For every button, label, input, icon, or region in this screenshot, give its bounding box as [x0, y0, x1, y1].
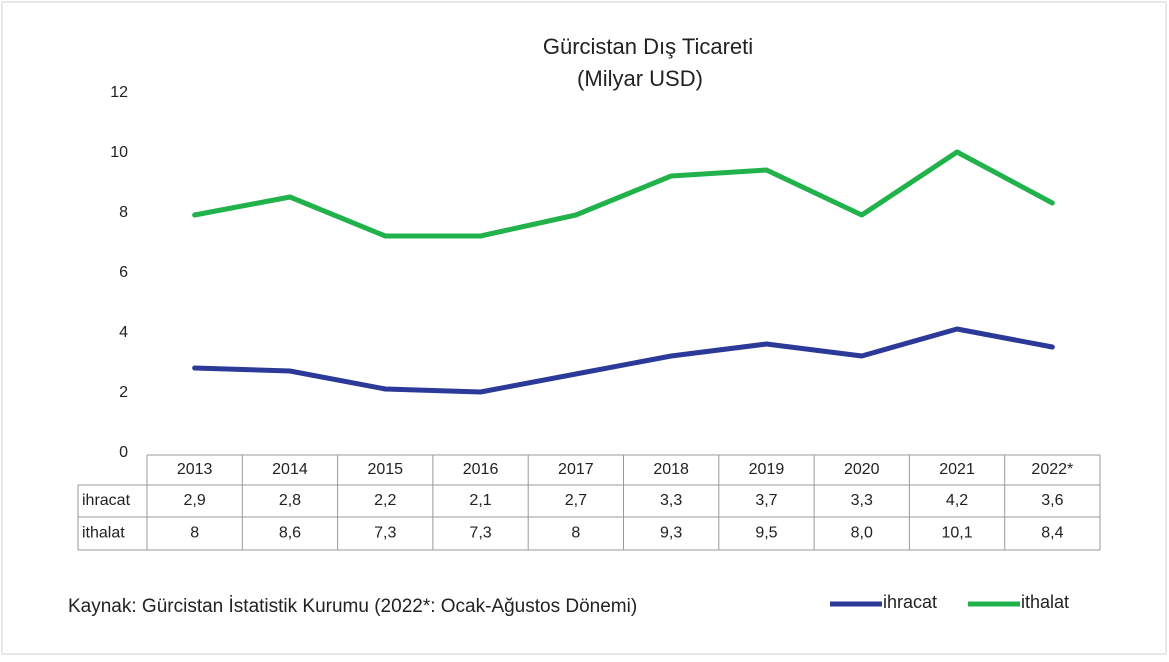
table-cell: 7,3 [374, 525, 396, 542]
table-cell: 8 [190, 525, 199, 542]
legend-label: ithalat [1021, 592, 1069, 612]
x-tick-label: 2019 [749, 461, 785, 478]
x-tick-label: 2017 [558, 461, 594, 478]
table-row-label: ihracat [82, 492, 131, 509]
table-cell: 8,6 [279, 525, 301, 542]
table-cell: 8,0 [851, 525, 873, 542]
x-tick-label: 2013 [177, 461, 213, 478]
table-row-label: ithalat [82, 525, 125, 542]
table-cell: 2,2 [374, 492, 396, 509]
table-cell: 2,7 [565, 492, 587, 509]
table-cell: 4,2 [946, 492, 968, 509]
x-tick-label: 2020 [844, 461, 880, 478]
y-tick-label: 4 [119, 324, 128, 341]
table-cell: 9,5 [755, 525, 777, 542]
x-tick-label: 2022* [1031, 461, 1073, 478]
table-cell: 3,6 [1041, 492, 1063, 509]
table-cell: 10,1 [941, 525, 972, 542]
y-tick-label: 0 [119, 444, 128, 461]
table-cell: 3,3 [851, 492, 873, 509]
y-tick-label: 12 [110, 84, 128, 101]
table-cell: 3,3 [660, 492, 682, 509]
y-tick-label: 8 [119, 204, 128, 221]
table-cell: 9,3 [660, 525, 682, 542]
table-cell: 2,8 [279, 492, 301, 509]
series-line [192, 149, 1055, 239]
x-tick-label: 2014 [272, 461, 308, 478]
table-cell: 2,1 [469, 492, 491, 509]
series-line [192, 326, 1055, 395]
chart-subtitle: (Milyar USD) [577, 66, 703, 91]
chart-title: Gürcistan Dış Ticareti [543, 34, 753, 59]
y-tick-label: 10 [110, 144, 128, 161]
legend-label: ihracat [883, 592, 937, 612]
x-tick-label: 2021 [939, 461, 975, 478]
x-tick-label: 2015 [367, 461, 403, 478]
source-note: Kaynak: Gürcistan İstatistik Kurumu (202… [68, 596, 637, 617]
x-tick-label: 2018 [653, 461, 689, 478]
table-cell: 8 [571, 525, 580, 542]
table-cell: 8,4 [1041, 525, 1063, 542]
table-cell: 7,3 [469, 525, 491, 542]
x-tick-label: 2016 [463, 461, 499, 478]
table-cell: 2,9 [184, 492, 206, 509]
y-tick-label: 6 [119, 264, 128, 281]
y-tick-label: 2 [119, 384, 128, 401]
table-cell: 3,7 [755, 492, 777, 509]
